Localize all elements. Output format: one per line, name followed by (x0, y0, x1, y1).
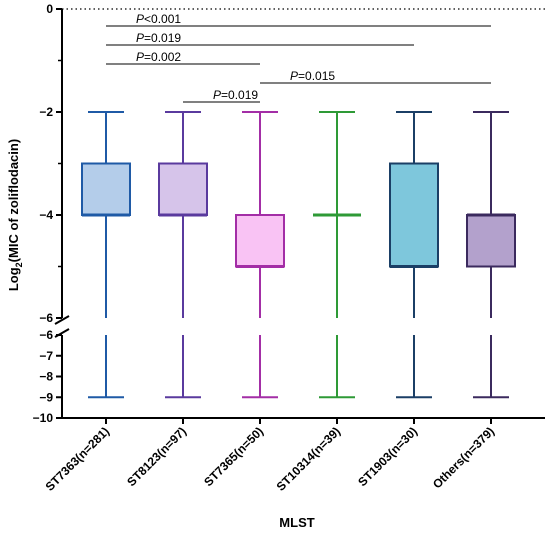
box-iqr (158, 162, 208, 216)
y-axis-title-rest: (MIC of zoliflodacin) (6, 139, 21, 262)
box-group-2 (235, 111, 285, 424)
box-iqr (466, 214, 516, 268)
box-group-3 (313, 111, 361, 424)
p-symbol: P (136, 31, 144, 45)
x-tick-label: ST10314(n=39) (274, 424, 344, 494)
p-value-text: <0.001 (144, 12, 181, 26)
y-tick-label-lower: −8 (39, 370, 53, 384)
x-tick-label: Others(n=379) (430, 424, 497, 491)
comparison-p-value: P<0.001 (136, 12, 181, 26)
p-symbol: P (213, 88, 221, 102)
p-symbol: P (136, 50, 144, 64)
y-axis-title-main: Log (6, 267, 21, 291)
x-tick-label: ST8123(n=97) (124, 424, 189, 489)
y-tick-label-upper: 0 (46, 2, 53, 16)
p-value-text: =0.019 (221, 88, 258, 102)
box-group-1 (158, 111, 208, 424)
y-tick-label-lower: −6 (39, 328, 53, 342)
box-iqr (235, 214, 285, 268)
y-tick-label-lower: −9 (39, 390, 53, 404)
x-tick-label: ST7365(n=50) (201, 424, 266, 489)
comparison-p-value: P=0.002 (136, 50, 181, 64)
box-iqr (389, 162, 439, 268)
y-axis-title-subscript: 2 (14, 262, 24, 267)
p-value-text: =0.015 (298, 69, 335, 83)
comparison-p-value: P=0.015 (290, 69, 335, 83)
comparison-p-value: P=0.019 (136, 31, 181, 45)
y-tick-label-upper: −4 (39, 208, 53, 222)
y-tick-label-lower: −7 (39, 349, 53, 363)
x-axis-title: MLST (279, 515, 314, 530)
comparison-p-value: P=0.019 (213, 88, 258, 102)
box-group-0 (81, 111, 131, 424)
y-axis-title: Log2(MIC of zoliflodacin) (6, 139, 24, 291)
y-tick-label-lower: −10 (33, 411, 54, 425)
p-symbol: P (136, 12, 144, 26)
x-tick-label: ST7363(n=281) (43, 424, 113, 494)
x-tick-label: ST1903(n=30) (355, 424, 420, 489)
p-symbol: P (290, 69, 298, 83)
p-value-text: =0.019 (144, 31, 181, 45)
y-tick-label-upper: −2 (39, 105, 53, 119)
p-value-text: =0.002 (144, 50, 181, 64)
box-group-4 (389, 111, 439, 424)
y-tick-label-upper: −6 (39, 311, 53, 325)
axis-break-mark-upper (54, 315, 70, 325)
box-group-5 (466, 111, 516, 424)
box-iqr (81, 162, 131, 216)
